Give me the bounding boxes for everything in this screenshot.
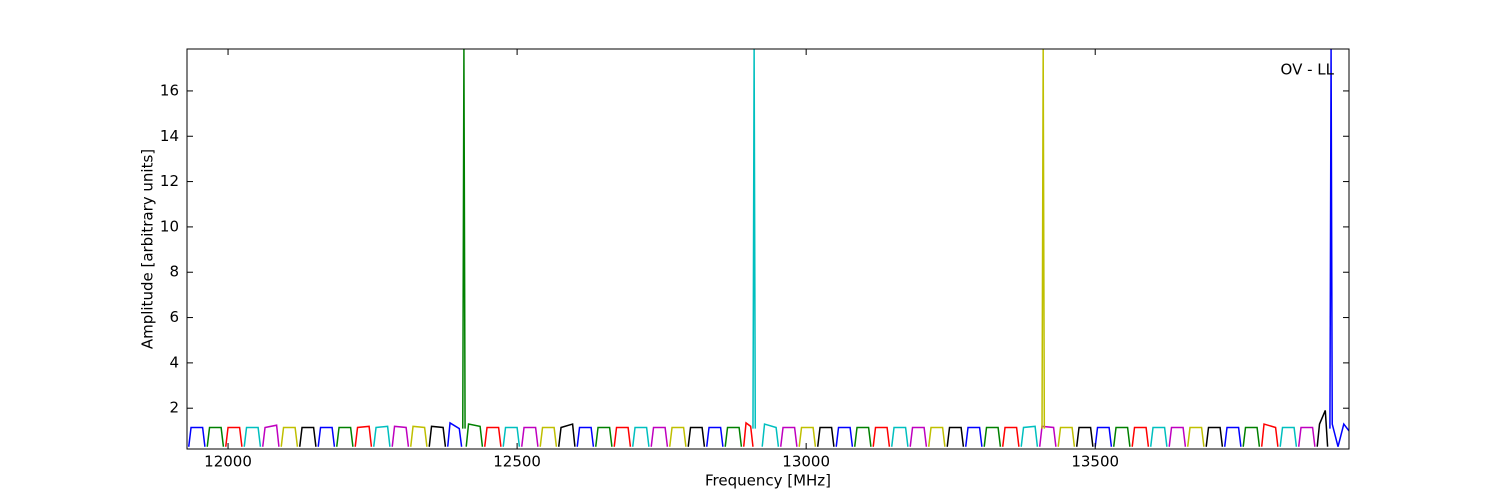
spectrum-line [298,426,317,447]
spectrum-line [872,426,891,447]
spectrum-line [594,426,613,447]
spectrum-line [890,426,909,447]
spectrum-line [761,423,780,447]
spectrum-line [816,426,835,447]
spectrum-line [853,426,872,447]
y-axis-label: Amplitude [arbitrary units] [139,149,157,349]
spectrum-line [1168,426,1187,447]
spectrum-line [1038,425,1057,447]
spectrum-line [1297,426,1316,447]
spectrum-line [187,426,206,447]
spectrum-line [946,426,965,447]
spectrum-line [409,425,428,447]
annotation: OV - LL [1281,61,1335,79]
spectrum-line [261,424,280,447]
spectrum-line [1020,425,1039,447]
spectrum-line [280,426,299,447]
spectrum-line [335,426,354,447]
spectrum-line [576,426,595,447]
plot-frame [186,48,1350,450]
spectrum-line [798,426,817,447]
spectrum-line [502,426,521,447]
spectrum-line [1186,426,1205,447]
y-tick-label: 2 [169,399,179,417]
spectrum-line [520,426,539,447]
y-tick-label: 16 [160,81,179,99]
spectrum-line [1223,426,1242,447]
spectrum-line [1205,426,1224,447]
spectrum-line [243,426,262,447]
x-axis-label: Frequency [MHz] [705,472,831,490]
spectrum-line [687,426,706,447]
spectrum-line [483,426,502,447]
spectrum-line [1075,426,1094,447]
spectrum-line [1094,426,1113,447]
spectrum-line [650,426,669,447]
spectrum-line [705,426,724,447]
spectrum-line [446,421,463,447]
spectrum-line [206,426,225,447]
spectrum-line [557,423,576,447]
spectrum-line [752,49,757,429]
spectrum-line [1001,426,1020,447]
spectrum-line [724,426,743,447]
spectrum-line [539,426,558,447]
spectrum-line [1260,423,1279,447]
spectrum-line [391,425,410,447]
spectrum-line [465,423,484,447]
spectrum-line [1279,426,1298,447]
spectrum-line [1057,426,1076,447]
spectrum-line [631,426,650,447]
spectrum-line [835,426,854,447]
x-tick-label: 13500 [1071,453,1119,471]
spectrum-line [613,426,632,447]
spectrum-line [1242,426,1261,447]
spectrum-line [1149,426,1168,447]
spectrum-line [1041,49,1046,429]
spectrum-line [354,425,373,447]
y-tick-label: 10 [160,217,179,235]
spectrum-line [1316,410,1329,447]
spectrum-line [964,426,983,447]
spectrum-line [983,426,1002,447]
spectrum-line [1329,49,1349,447]
spectrum-line [224,426,243,447]
y-tick-label: 6 [169,308,179,326]
spectrum-line [372,425,391,447]
spectrum-line [317,426,336,447]
y-tick-label: 4 [169,353,179,371]
spectrum-line [1112,426,1131,447]
x-tick-label: 12000 [204,453,252,471]
spectrum-line [909,426,928,447]
spectrum-line [1131,426,1150,447]
spectrum-line [927,426,946,447]
spectrum-line [462,49,466,429]
plot-lines [187,49,1349,447]
y-tick-label: 12 [160,172,179,190]
spectrum-line [428,425,447,447]
y-tick-label: 14 [160,127,179,145]
y-tick-label: 8 [169,263,179,281]
spectrum-line [779,426,798,447]
spectrum-line [742,421,754,447]
x-tick-label: 12500 [493,453,541,471]
x-tick-label: 13000 [782,453,830,471]
spectrum-line [668,426,687,447]
